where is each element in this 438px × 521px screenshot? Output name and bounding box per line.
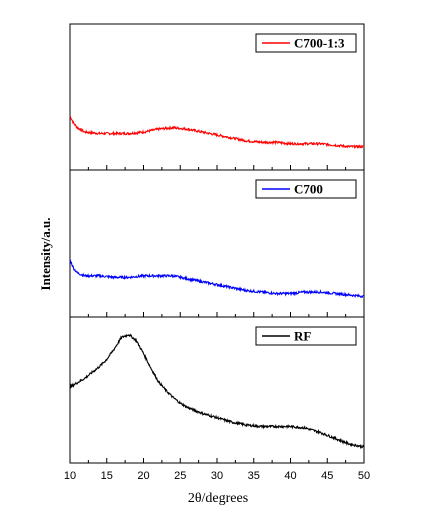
legend-box-C700-1:3 xyxy=(255,33,357,53)
legend-label-C700-1:3: C700-1:3 xyxy=(294,36,345,51)
x-tick-label-15: 15 xyxy=(101,470,113,482)
x-tick-label-25: 25 xyxy=(174,470,186,482)
x-tick-label-45: 45 xyxy=(321,470,333,482)
x-tick-label-35: 35 xyxy=(248,470,260,482)
x-tick-label-50: 50 xyxy=(358,470,370,482)
series-line-C700 xyxy=(69,259,365,298)
y-axis-title: Intensity/a.u. xyxy=(38,218,53,291)
legend-box-C700 xyxy=(255,179,357,199)
x-tick-label-10: 10 xyxy=(64,470,76,482)
legend-label-C700: C700 xyxy=(294,182,323,197)
x-tick-label-30: 30 xyxy=(211,470,223,482)
x-tick-label-20: 20 xyxy=(137,470,149,482)
legend-label-RF: RF xyxy=(294,329,311,344)
x-tick-label-40: 40 xyxy=(284,470,296,482)
series-line-RF xyxy=(69,333,365,450)
x-axis-title: 2θ/degrees xyxy=(188,491,248,506)
legend-box-RF xyxy=(255,326,357,346)
series-line-C700-1:3 xyxy=(69,115,365,149)
